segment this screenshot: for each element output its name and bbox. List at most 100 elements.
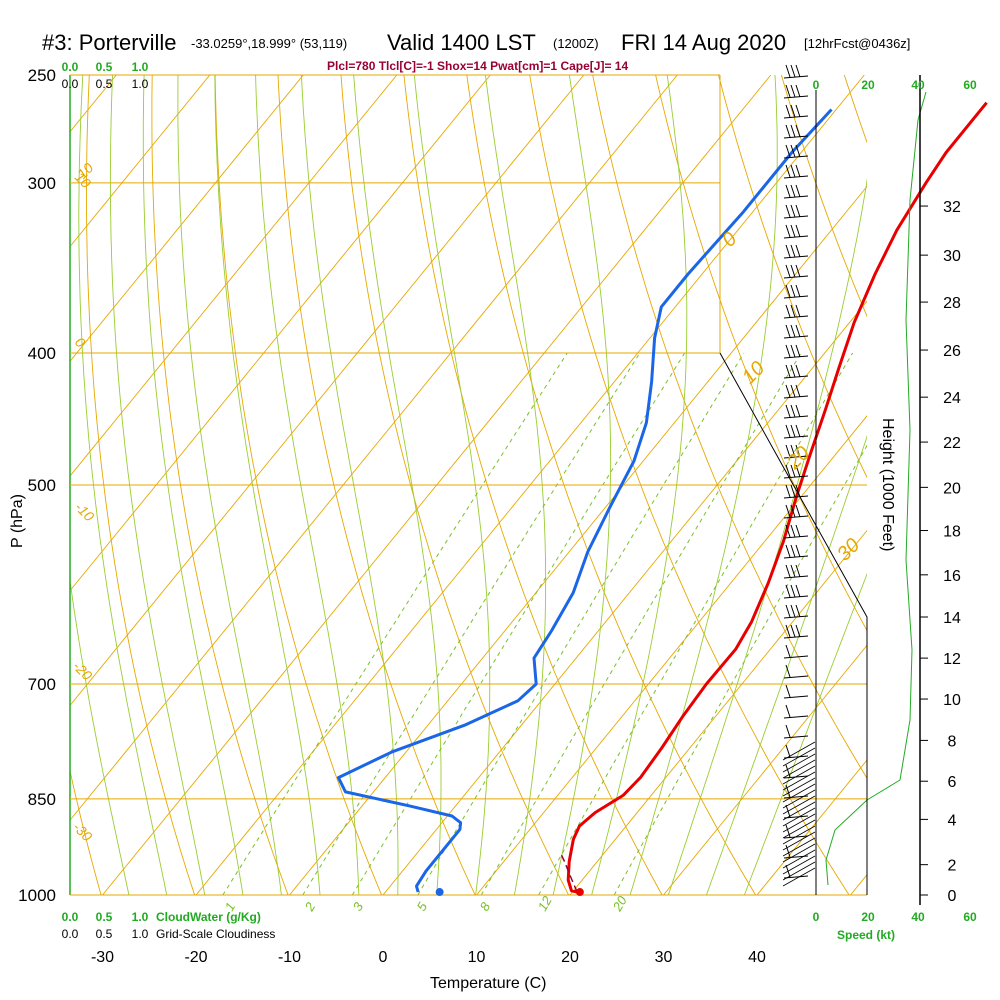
isotherm-line <box>569 529 867 895</box>
height-tick-32: 32 <box>943 199 961 216</box>
moist-adiabat-line <box>484 75 547 895</box>
wind-barb-flag <box>790 164 796 178</box>
pressure-tick-1000: 1000 <box>18 886 56 905</box>
wind-barb-flag <box>785 644 791 658</box>
wind-barb-flag <box>785 764 791 778</box>
utc-time: (1200Z) <box>553 36 599 51</box>
dry-adiabat-line <box>0 51 15 924</box>
height-tick-6: 6 <box>948 774 957 791</box>
wind-barb-shaft <box>783 595 809 599</box>
wind-barb-shaft <box>783 415 809 419</box>
wind-barb-shaft <box>783 695 809 699</box>
wind-barb-low <box>782 783 816 803</box>
wind-barb-shaft <box>783 175 809 179</box>
cloudiness-bottom-tick: 0.0 <box>62 927 79 941</box>
moist-adiabat-line <box>667 177 867 895</box>
wind-barb-flag <box>785 524 791 538</box>
wind-barb-flag <box>790 564 796 578</box>
valid-time: Valid 1400 LST <box>387 30 536 55</box>
wind-barb-low <box>782 861 816 881</box>
wind-barb-flag <box>785 404 791 418</box>
station-title: #3: Porterville <box>42 30 177 55</box>
cloudwater-top-tick: 1.0 <box>132 60 149 74</box>
wind-barb-flag <box>785 324 791 338</box>
mixing-ratio-line <box>351 352 686 895</box>
wind-barb-shaft <box>783 95 809 99</box>
wind-barb-flag <box>785 124 791 138</box>
isotherm-line <box>0 75 23 895</box>
wind-barb-flag <box>785 104 791 118</box>
wind-barb-flag <box>790 184 796 198</box>
isotherm-label: 0 <box>718 228 741 251</box>
pressure-tick-labels: 250 300 400 500 700 850 1000 <box>18 66 56 905</box>
wind-barb-shaft <box>783 575 809 579</box>
wind-barb-flag <box>795 364 801 378</box>
speed-bottom-tick: 20 <box>861 910 875 924</box>
wind-barb-flag <box>790 384 796 398</box>
wind-barb-flag <box>795 584 801 598</box>
height-tick-30: 30 <box>943 248 961 265</box>
surface-dewpoint-marker <box>435 888 444 897</box>
wind-barb-flag <box>785 384 791 398</box>
dry-adiabat-line <box>529 75 850 895</box>
isotherm-line <box>70 75 398 477</box>
wind-barb-low <box>782 759 816 779</box>
wind-barb-flag <box>790 604 796 618</box>
wind-barb-low <box>782 753 816 773</box>
wind-barb-flag <box>795 304 801 318</box>
speed-label: Speed (kt) <box>837 928 895 942</box>
wind-barb-flag <box>785 204 791 218</box>
wind-barb-flag <box>790 444 796 458</box>
wind-barb-low <box>782 855 816 875</box>
wind-barb-flag <box>795 324 801 338</box>
moist-adiabat-line <box>300 75 399 895</box>
wind-barb-shaft <box>783 535 809 539</box>
wind-barb-flag <box>795 224 801 238</box>
mixing-ratio-label: 20 <box>609 893 630 915</box>
dry-adiabat-label: -30 <box>70 819 96 845</box>
wind-barb-shaft <box>783 195 809 199</box>
height-tick-0: 0 <box>948 888 957 905</box>
wind-barb-flag <box>785 664 791 678</box>
temp-tick-30: 30 <box>655 949 673 966</box>
dry-adiabat-line <box>214 75 383 895</box>
wind-barb-shaft <box>783 715 809 719</box>
cloudiness-legend: Grid-Scale Cloudiness <box>156 927 275 941</box>
wind-barb-low <box>782 765 816 785</box>
temperature-line <box>566 101 988 894</box>
wind-barb-flag <box>795 624 801 638</box>
wind-barb-flag <box>790 344 796 358</box>
cloudwater-bottom-tick: 0.0 <box>62 910 79 924</box>
wind-barb-flag <box>790 84 796 98</box>
wind-barb-flag <box>795 464 801 478</box>
wind-barb-low <box>782 777 816 797</box>
cloudwater-bottom-tick: 1.0 <box>132 910 149 924</box>
height-tick-28: 28 <box>943 295 961 312</box>
mixing-ratio-label: 2 <box>301 899 318 914</box>
isotherm-line <box>70 75 304 362</box>
mixing-ratio-line <box>302 352 641 895</box>
wind-barb-flag <box>790 324 796 338</box>
height-tick-16: 16 <box>943 568 961 585</box>
wind-barb-flag <box>785 364 791 378</box>
wind-barb-flag <box>790 624 796 638</box>
wind-barb-low <box>782 867 816 887</box>
wind-barbs <box>782 64 816 887</box>
wind-barb-flag <box>795 244 801 258</box>
wind-barb-flag <box>795 444 801 458</box>
wind-barb-low <box>782 747 816 767</box>
wind-barb-flag <box>785 144 791 158</box>
wind-barb-flag <box>795 144 801 158</box>
dry-adiabat-line <box>151 75 289 895</box>
mixing-ratio-label: 12 <box>535 893 556 914</box>
wind-barb-shaft <box>783 755 809 759</box>
wind-barb-flag <box>790 484 796 498</box>
moist-adiabat-line <box>629 75 778 895</box>
wind-barb-flag <box>785 344 791 358</box>
moist-adiabat-line <box>552 75 612 895</box>
wind-barb-low <box>782 819 816 839</box>
wind-barb-shaft <box>783 215 809 219</box>
cloudwater-top-tick: 0.5 <box>96 60 113 74</box>
moist-adiabat-line <box>255 75 360 895</box>
